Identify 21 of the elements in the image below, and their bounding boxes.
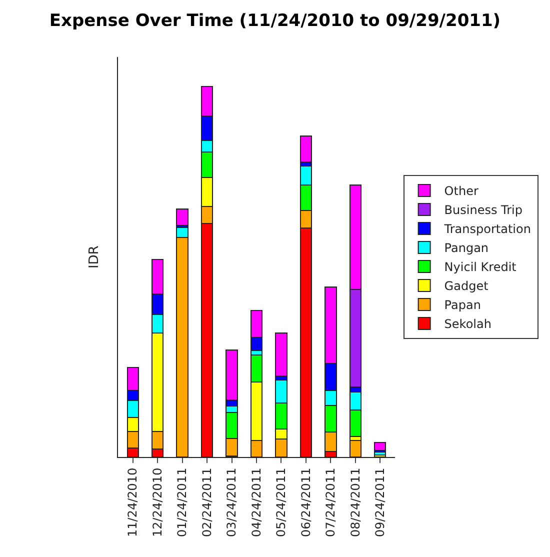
x-tick-label: 09/24/2011	[373, 468, 388, 537]
legend-label: Papan	[444, 298, 481, 312]
legend-label: Pangan	[444, 241, 489, 256]
x-tick-label: 02/24/2011	[200, 468, 214, 537]
x-tick-label: 05/24/2011	[274, 468, 288, 537]
legend-label: Transportation	[443, 222, 531, 236]
legend-label: Other	[444, 184, 478, 198]
chart-title: Expense Over Time (11/24/2010 to 09/29/2011)	[49, 10, 501, 31]
x-tick-label: 04/24/2011	[249, 468, 264, 537]
y-axis-title: IDR	[86, 246, 102, 268]
x-tick-label: 11/24/2010	[126, 468, 140, 537]
x-tick-label: 07/24/2011	[324, 468, 338, 537]
legend-label: Gadget	[444, 279, 489, 294]
legend-label: Nyicil Kredit	[444, 260, 517, 274]
x-tick-label: 03/24/2011	[224, 468, 239, 537]
legend-label: Business Trip	[444, 203, 522, 218]
x-tick-label: 08/24/2011	[348, 468, 362, 537]
legend-label: Sekolah	[444, 317, 492, 332]
x-tick-label: 12/24/2010	[150, 468, 164, 537]
x-tick-label: 01/24/2011	[175, 468, 190, 537]
x-tick-label: 06/24/2011	[298, 468, 313, 537]
